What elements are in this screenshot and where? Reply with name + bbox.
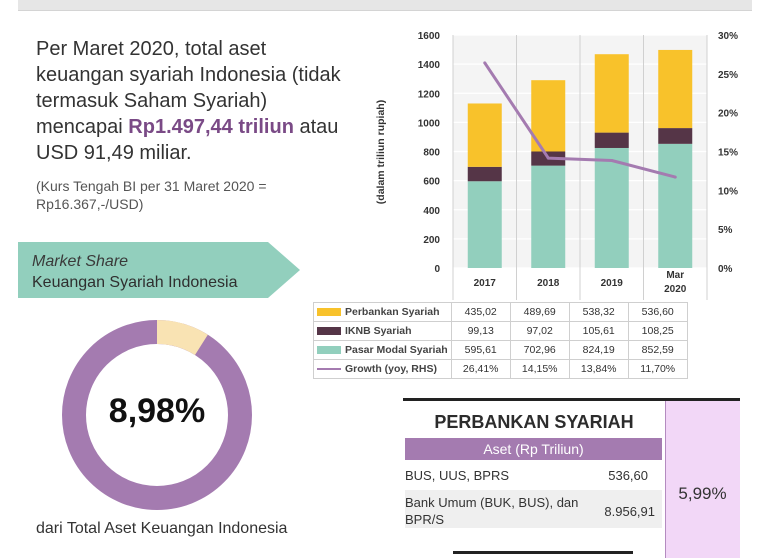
y-tick-label: 0 — [434, 264, 440, 275]
table-cell: 97,02 — [509, 321, 570, 341]
market-share-percent: 8,98% — [108, 392, 206, 430]
table-cell: 489,69 — [509, 302, 570, 322]
y2-tick-label: 25% — [718, 70, 738, 81]
legend-label: IKNB Syariah — [345, 325, 412, 337]
y-tick-label: 1600 — [418, 31, 441, 42]
panel-title: PERBANKAN SYARIAH — [434, 412, 634, 432]
exchange-rate-note: (Kurs Tengah BI per 31 Maret 2020 = Rp16… — [36, 178, 267, 212]
panel-row2-label: Bank Umum (BUK, BUS), dan BPR/S — [405, 495, 579, 527]
panel-next-section-rule — [453, 551, 633, 554]
y-tick-label: 800 — [423, 148, 440, 159]
panel-subheader: Aset (Rp Triliun) — [405, 438, 662, 460]
table-cell: 435,02 — [450, 302, 511, 322]
table-row-label: Growth (yoy, RHS) — [313, 359, 452, 379]
table-cell: 108,25 — [627, 321, 688, 341]
growth-point — [610, 159, 614, 163]
market-share-caption: dari Total Aset Keuangan Indonesia — [36, 520, 288, 537]
y2-tick-label: 10% — [718, 186, 738, 197]
table-row: Perbankan Syariah 435,02 489,69 538,32 536,6… — [313, 302, 688, 322]
legend-label: Pasar Modal Syariah — [345, 344, 448, 356]
market-share-donut — [62, 320, 252, 510]
x-tick-label: 2019 — [601, 278, 624, 289]
y2-tick-label: 15% — [718, 148, 738, 159]
table-row-label: IKNB Syariah — [313, 321, 452, 341]
legend-label: Perbankan Syariah — [345, 306, 440, 318]
legend-swatch — [317, 368, 341, 371]
table-row-label: Perbankan Syariah — [313, 302, 452, 322]
panel-row2-value: 8.956,91 — [604, 504, 655, 519]
y-tick-label: 1400 — [418, 60, 441, 71]
y-axis-label: (dalam triliun rupiah) — [375, 100, 387, 204]
panel-row2-background — [405, 490, 662, 528]
y-tick-label: 200 — [423, 235, 440, 246]
table-row: IKNB Syariah 99,13 97,02 105,61 108,25 — [313, 321, 688, 341]
y-tick-label: 600 — [423, 177, 440, 188]
bar-segment — [658, 143, 693, 268]
table-cell: 26,41% — [450, 359, 511, 379]
legend-label: Growth (yoy, RHS) — [345, 363, 437, 375]
table-row: Pasar Modal Syariah 595,61 702,96 824,19 852… — [313, 340, 688, 360]
market-share-title: Market Share — [32, 253, 129, 270]
table-cell: 99,13 — [450, 321, 511, 341]
panel-share-percent: 5,99% — [678, 484, 727, 503]
y-tick-label: 1000 — [418, 118, 441, 129]
intro-text-part2: atau USD 91,49 miliar. — [36, 116, 339, 164]
top-bar — [18, 0, 752, 11]
total-asset-unit: triliun — [238, 116, 294, 138]
x-tick-label: 2017 — [474, 278, 497, 289]
table-cell: 14,15% — [509, 359, 570, 379]
bar-segment — [467, 181, 502, 268]
bar-segment — [594, 147, 629, 268]
table-cell: 538,32 — [568, 302, 629, 322]
total-asset-value: Rp1.497,44 — [128, 116, 233, 138]
y2-tick-label: 5% — [718, 225, 733, 236]
y2-tick-label: 30% — [718, 31, 738, 42]
table-cell: 702,96 — [509, 340, 570, 360]
table-cell: 824,19 — [568, 340, 629, 360]
intro-text-part1: Per Maret 2020, total aset keuangan syar… — [36, 38, 341, 138]
legend-swatch — [317, 346, 341, 355]
chart-data-table: Perbankan Syariah 435,02 489,69 538,32 536,6… — [313, 302, 688, 379]
table-row: Growth (yoy, RHS) 26,41% 14,15% 13,84% 11,70… — [313, 359, 688, 379]
x-tick-label: Mar — [666, 270, 684, 281]
y2-tick-label: 20% — [718, 109, 738, 120]
bar-segment — [594, 132, 629, 148]
table-cell: 595,61 — [450, 340, 511, 360]
perbankan-syariah-panel: PERBANKAN SYARIAH Aset (Rp Triliun) BUS,… — [403, 398, 740, 558]
y2-tick-label: 0% — [718, 264, 733, 275]
growth-point — [483, 61, 487, 65]
growth-point — [546, 156, 550, 160]
bar-segment — [467, 103, 502, 167]
bar-segment — [467, 166, 502, 182]
legend-swatch — [317, 308, 341, 317]
panel-top-rule — [403, 398, 740, 401]
y-tick-label: 400 — [423, 206, 440, 217]
y-tick-label: 1200 — [418, 89, 441, 100]
x-tick-label: 2018 — [537, 278, 560, 289]
table-cell: 13,84% — [568, 359, 629, 379]
asset-chart: 0 200 400 600 800 1000 1200 1400 1600 0% 5% 10% 15% 2… — [375, 31, 738, 300]
panel-share-column — [665, 401, 740, 558]
table-cell: 11,70% — [627, 359, 688, 379]
bar-segment — [531, 165, 566, 268]
market-share-subtitle: Keuangan Syariah Indonesia — [32, 274, 238, 291]
table-cell: 852,59 — [627, 340, 688, 360]
growth-line — [483, 62, 676, 179]
growth-point — [673, 175, 677, 179]
table-cell: 105,61 — [568, 321, 629, 341]
panel-row1-value: 536,60 — [608, 468, 648, 483]
market-share-banner — [18, 242, 300, 298]
table-row-label: Pasar Modal Syariah — [313, 340, 452, 360]
panel-row1-label: BUS, UUS, BPRS — [405, 468, 510, 483]
bar-segment — [658, 49, 693, 129]
table-cell: 536,60 — [627, 302, 688, 322]
legend-swatch — [317, 327, 341, 336]
donut-share-segment — [156, 320, 208, 356]
intro-text: Per Maret 2020, total aset keuangan syar… — [36, 36, 356, 166]
x-tick-label: 2020 — [664, 284, 687, 295]
bar-segment — [658, 128, 693, 144]
bar-segment — [594, 54, 629, 133]
